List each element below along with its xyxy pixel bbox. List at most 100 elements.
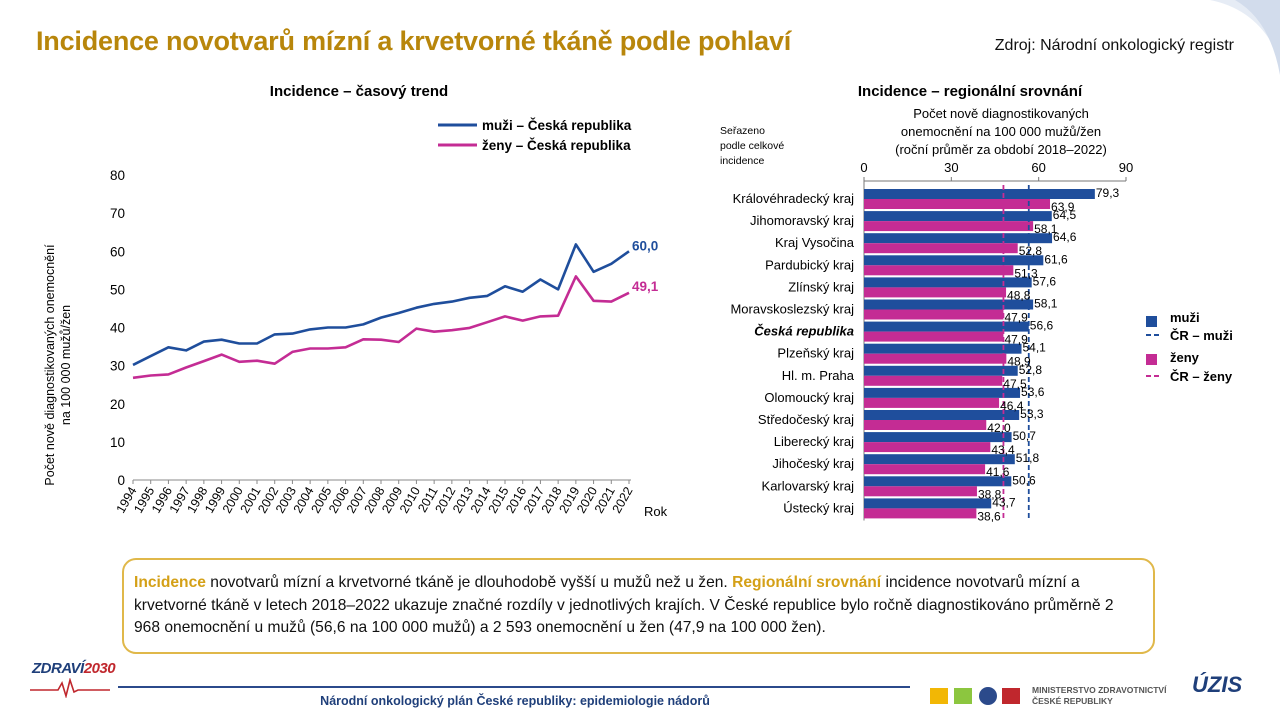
- bar-category-label: Jihomoravský kraj: [750, 213, 854, 228]
- bar-women: [864, 309, 1004, 320]
- bar-x-tick-label: 0: [860, 160, 867, 175]
- series-line-men: [132, 243, 630, 367]
- trend-legend: muži – Česká republika ženy – Česká repu…: [438, 118, 632, 153]
- legend-label-cr-muzi: ČR – muži: [1170, 328, 1233, 343]
- legend-label-muzi: muži: [1170, 310, 1200, 325]
- bar-men: [864, 189, 1095, 199]
- regional-subtitle-line-3: (roční průměr za období 2018–2022): [895, 142, 1107, 157]
- bar-value-women: 38,8: [978, 487, 1002, 501]
- bar-value-women: 38,6: [977, 509, 1001, 523]
- y-axis-title-line-1: Počet nově diagnostikovaných onemocnění: [43, 244, 57, 486]
- bar-value-men: 58,1: [1034, 297, 1058, 311]
- bar-men: [864, 233, 1053, 244]
- bar-x-tick-label: 60: [1031, 160, 1045, 175]
- x-axis-ticks: 1994199519961997199819992000200120022003…: [114, 480, 636, 516]
- bar-value-men: 52,8: [1019, 363, 1043, 377]
- y-tick-label: 80: [110, 168, 125, 183]
- bar-x-tick-label: 90: [1119, 160, 1133, 175]
- bar-value-women: 47,9: [1004, 333, 1028, 347]
- bar-men: [864, 211, 1052, 222]
- bar-value-women: 63,9: [1051, 200, 1075, 214]
- bar-category-label: Kraj Vysočina: [775, 235, 855, 250]
- bar-women: [864, 486, 977, 497]
- y-tick-label: 50: [110, 282, 125, 297]
- bar-category-label: Karlovarský kraj: [762, 478, 855, 493]
- bar-women: [864, 464, 986, 475]
- bar-value-men: 54,1: [1022, 341, 1046, 355]
- end-value-label: 49,1: [632, 279, 659, 294]
- x-axis-title: Rok: [644, 504, 668, 519]
- logo-word-zdravi: ZDRAVÍ: [32, 660, 84, 677]
- y-tick-label: 20: [110, 397, 125, 412]
- bar-men: [864, 387, 1021, 398]
- bar-value-women: 41,6: [986, 465, 1010, 479]
- bar-women: [864, 353, 1007, 364]
- bar-category-label: Liberecký kraj: [774, 434, 854, 449]
- bar-series: [864, 189, 1095, 519]
- end-value-label: 60,0: [632, 238, 658, 253]
- bar-value-men: 64,6: [1053, 230, 1077, 244]
- bar-men: [864, 410, 1020, 420]
- bar-x-tick-label: 30: [944, 160, 958, 175]
- bar-women: [864, 221, 1034, 232]
- bar-value-men: 79,3: [1096, 186, 1120, 200]
- ministry-line-1: MINISTERSTVO ZDRAVOTNICTVÍ: [1032, 685, 1167, 695]
- bar-value-men: 50,6: [1012, 473, 1036, 487]
- bar-value-women: 47,5: [1003, 377, 1027, 391]
- bar-men: [864, 498, 992, 509]
- bar-category-label: Moravskoslezský kraj: [730, 302, 854, 317]
- y-tick-label: 60: [110, 244, 125, 259]
- uzis-logo: ÚZIS: [1192, 672, 1243, 697]
- legend-label-cr-zeny: ČR – ženy: [1170, 369, 1233, 384]
- y-tick-label: 30: [110, 359, 125, 374]
- bar-value-men: 50,7: [1013, 429, 1037, 443]
- legend-label-zeny: ženy: [1170, 350, 1200, 365]
- bar-men: [864, 299, 1034, 310]
- bar-value-men: 56,6: [1030, 319, 1054, 333]
- bar-value-men: 51,8: [1016, 451, 1040, 465]
- bar-women: [864, 508, 977, 519]
- bar-men: [864, 343, 1022, 354]
- bar-category-label: Česká republika: [754, 324, 854, 339]
- bar-women: [864, 375, 1003, 386]
- source-note: Zdroj: Národní onkologický registr: [994, 37, 1234, 54]
- y-axis-ticks: 0 10 20 30 40 50 60 70 80: [110, 168, 631, 488]
- y-tick-label: 70: [110, 206, 125, 221]
- bar-value-men: 53,3: [1020, 407, 1044, 421]
- trend-lines: 60,0 49,1: [132, 238, 659, 380]
- bar-value-women: 48,9: [1007, 355, 1031, 369]
- bar-value-men: 61,6: [1044, 252, 1068, 266]
- y-tick-label: 0: [117, 473, 125, 488]
- bar-women: [864, 331, 1004, 342]
- ministry-text: MINISTERSTVO ZDRAVOTNICTVÍ ČESKÉ REPUBLI…: [1032, 685, 1166, 707]
- bar-value-men: 43,7: [992, 495, 1016, 509]
- bar-women: [864, 420, 987, 430]
- summary-highlight-incidence: Incidence: [134, 574, 206, 591]
- bar-men: [864, 476, 1012, 487]
- sort-note-line-1: Seřazeno: [720, 125, 765, 137]
- bar-category-label: Středočeský kraj: [758, 412, 854, 427]
- bar-value-women: 58,1: [1034, 222, 1058, 236]
- bar-category-label: Plzeňský kraj: [777, 346, 854, 361]
- ministry-logo-icon: [930, 687, 1020, 705]
- y-axis-title: Počet nově diagnostikovaných onemocnění …: [43, 244, 73, 486]
- bar-category-label: Pardubický kraj: [765, 257, 854, 272]
- legend-swatch-zeny: [1146, 354, 1157, 365]
- bar-women: [864, 199, 1051, 209]
- y-tick-label: 10: [110, 435, 125, 450]
- legend-swatch-muzi: [1146, 316, 1157, 327]
- y-axis-title-line-2: na 100 000 mužů/žen: [59, 305, 73, 425]
- logo-word-2030: 2030: [83, 660, 116, 677]
- bar-category-label: Olomoucký kraj: [764, 390, 854, 405]
- bar-value-women: 48,8: [1007, 288, 1031, 302]
- regional-subtitle-line-1: Počet nově diagnostikovaných: [913, 106, 1089, 121]
- bar-value-women: 42,0: [987, 421, 1011, 435]
- bar-category-label: Jihočeský kraj: [772, 456, 854, 471]
- bar-men: [864, 255, 1044, 266]
- bar-value-men: 57,6: [1033, 274, 1057, 288]
- page-title: Incidence novotvarů mízní a krvetvorné t…: [36, 26, 792, 56]
- bar-women: [864, 442, 991, 453]
- bar-men: [864, 454, 1015, 465]
- bar-men: [864, 365, 1018, 376]
- legend-label-women: ženy – Česká republika: [482, 138, 631, 153]
